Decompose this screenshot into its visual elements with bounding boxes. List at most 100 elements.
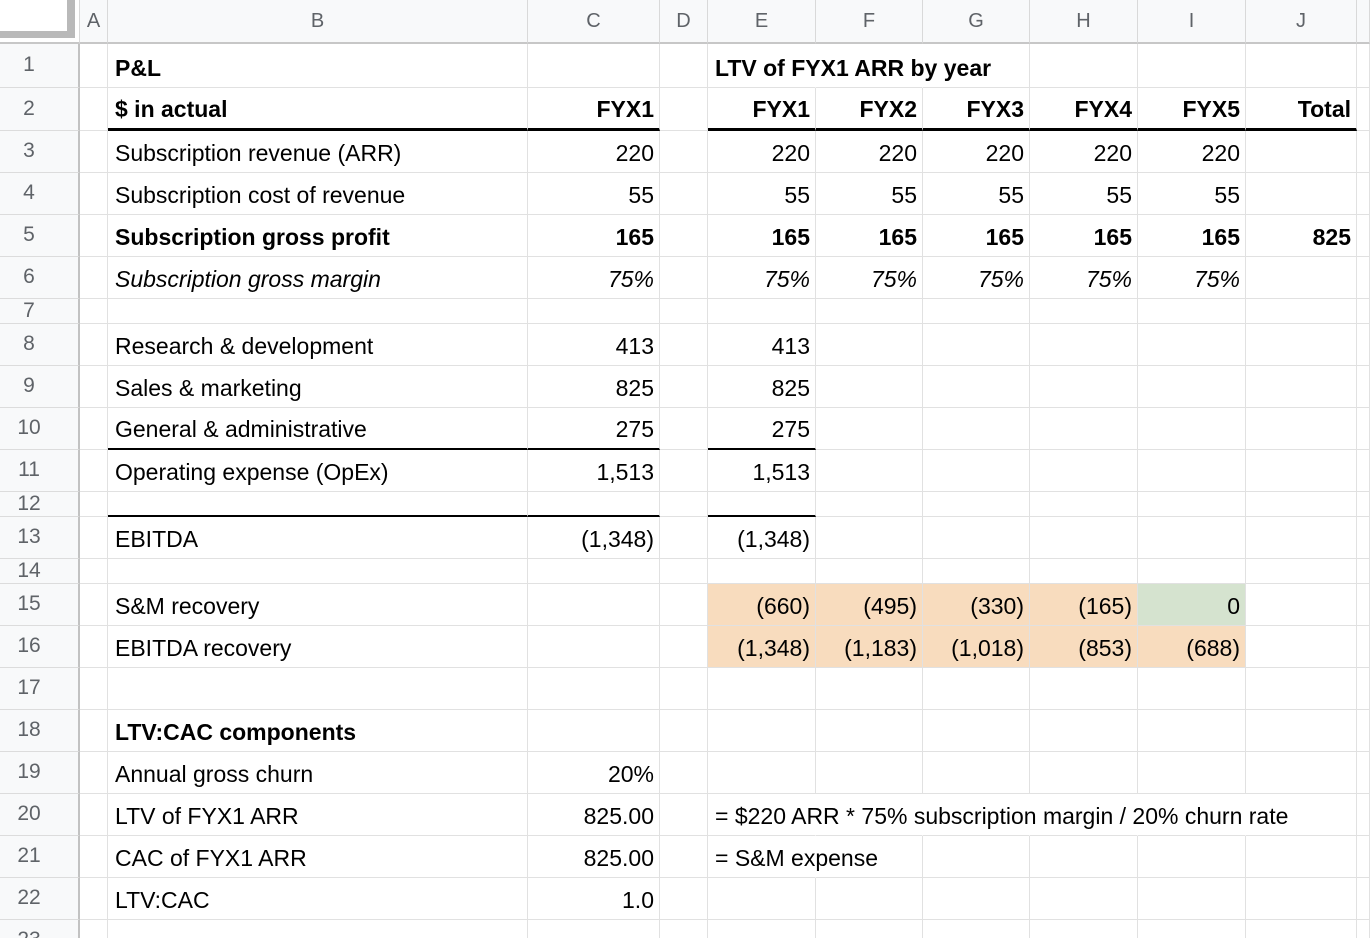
cell-D9[interactable] — [660, 366, 708, 408]
cell-C12[interactable] — [528, 492, 660, 517]
cell-I4[interactable]: 55 — [1138, 173, 1246, 215]
row-header-1[interactable]: 1 — [0, 44, 80, 88]
cell-J7[interactable] — [1246, 299, 1357, 324]
cell-C19[interactable]: 20% — [528, 752, 660, 794]
cell-B11[interactable]: Operating expense (OpEx) — [108, 450, 528, 492]
cell-E21[interactable]: = S&M expense — [708, 836, 878, 878]
cell-I9[interactable] — [1138, 366, 1246, 408]
cell-D19[interactable] — [660, 752, 708, 794]
cell-I20[interactable] — [1138, 794, 1246, 836]
row-header-15[interactable]: 15 — [0, 584, 80, 626]
cell-G9[interactable] — [923, 366, 1030, 408]
cell-J16[interactable] — [1246, 626, 1357, 668]
cell-J9[interactable] — [1246, 366, 1357, 408]
cell-D22[interactable] — [660, 878, 708, 920]
cell-G14[interactable] — [923, 559, 1030, 584]
cell-G7[interactable] — [923, 299, 1030, 324]
cell-K22[interactable] — [1357, 878, 1370, 920]
cell-E16[interactable]: (1,348) — [708, 626, 816, 668]
cell-F17[interactable] — [816, 668, 923, 710]
cell-H16[interactable]: (853) — [1030, 626, 1138, 668]
cell-J2[interactable]: Total — [1246, 88, 1357, 131]
cell-E23[interactable] — [708, 920, 816, 938]
cell-J22[interactable] — [1246, 878, 1357, 920]
cell-A20[interactable] — [80, 794, 108, 836]
cell-F11[interactable] — [816, 450, 923, 492]
cell-A8[interactable] — [80, 324, 108, 366]
cell-F7[interactable] — [816, 299, 923, 324]
cell-B10[interactable]: General & administrative — [108, 408, 528, 450]
row-header-10[interactable]: 10 — [0, 408, 80, 450]
row-header-7[interactable]: 7 — [0, 299, 80, 324]
cell-I21[interactable] — [1138, 836, 1246, 878]
cell-D5[interactable] — [660, 215, 708, 257]
row-header-6[interactable]: 6 — [0, 257, 80, 299]
cell-B2[interactable]: $ in actual — [108, 88, 528, 131]
cell-K9[interactable] — [1357, 366, 1370, 408]
cell-J15[interactable] — [1246, 584, 1357, 626]
cell-K3[interactable] — [1357, 131, 1370, 173]
cell-D3[interactable] — [660, 131, 708, 173]
cell-E15[interactable]: (660) — [708, 584, 816, 626]
cell-A5[interactable] — [80, 215, 108, 257]
cell-H22[interactable] — [1030, 878, 1138, 920]
cell-I17[interactable] — [1138, 668, 1246, 710]
cell-E9[interactable]: 825 — [708, 366, 816, 408]
cell-K12[interactable] — [1357, 492, 1370, 517]
cell-C7[interactable] — [528, 299, 660, 324]
cell-A10[interactable] — [80, 408, 108, 450]
cell-J12[interactable] — [1246, 492, 1357, 517]
cell-G8[interactable] — [923, 324, 1030, 366]
cell-C16[interactable] — [528, 626, 660, 668]
cell-H9[interactable] — [1030, 366, 1138, 408]
cell-B19[interactable]: Annual gross churn — [108, 752, 528, 794]
cell-J3[interactable] — [1246, 131, 1357, 173]
cell-J21[interactable] — [1246, 836, 1357, 878]
cell-G15[interactable]: (330) — [923, 584, 1030, 626]
cell-H3[interactable]: 220 — [1030, 131, 1138, 173]
cell-H23[interactable] — [1030, 920, 1138, 938]
cell-K20[interactable] — [1357, 794, 1370, 836]
cell-E13[interactable]: (1,348) — [708, 517, 816, 559]
cell-H2[interactable]: FYX4 — [1030, 88, 1138, 131]
cell-E10[interactable]: 275 — [708, 408, 816, 450]
cell-F8[interactable] — [816, 324, 923, 366]
cell-I15[interactable]: 0 — [1138, 584, 1246, 626]
cell-A17[interactable] — [80, 668, 108, 710]
cell-B21[interactable]: CAC of FYX1 ARR — [108, 836, 528, 878]
cell-H5[interactable]: 165 — [1030, 215, 1138, 257]
cell-J13[interactable] — [1246, 517, 1357, 559]
cell-I18[interactable] — [1138, 710, 1246, 752]
cell-K4[interactable] — [1357, 173, 1370, 215]
row-header-23[interactable]: 23 — [0, 920, 80, 938]
cell-C8[interactable]: 413 — [528, 324, 660, 366]
cell-K11[interactable] — [1357, 450, 1370, 492]
cell-A13[interactable] — [80, 517, 108, 559]
cell-D11[interactable] — [660, 450, 708, 492]
cell-B13[interactable]: EBITDA — [108, 517, 528, 559]
cell-H14[interactable] — [1030, 559, 1138, 584]
cell-F15[interactable]: (495) — [816, 584, 923, 626]
row-header-8[interactable]: 8 — [0, 324, 80, 366]
cell-C10[interactable]: 275 — [528, 408, 660, 450]
cell-C5[interactable]: 165 — [528, 215, 660, 257]
cell-K23[interactable] — [1357, 920, 1370, 938]
cell-I3[interactable]: 220 — [1138, 131, 1246, 173]
cell-G1[interactable] — [923, 44, 1030, 88]
cell-F23[interactable] — [816, 920, 923, 938]
cell-D8[interactable] — [660, 324, 708, 366]
cell-J10[interactable] — [1246, 408, 1357, 450]
cell-H20[interactable] — [1030, 794, 1138, 836]
cell-B15[interactable]: S&M recovery — [108, 584, 528, 626]
cell-I16[interactable]: (688) — [1138, 626, 1246, 668]
cell-H19[interactable] — [1030, 752, 1138, 794]
row-header-9[interactable]: 9 — [0, 366, 80, 408]
cell-G2[interactable]: FYX3 — [923, 88, 1030, 131]
cell-F21[interactable] — [816, 836, 923, 878]
column-header-F[interactable]: F — [816, 0, 923, 44]
cell-E14[interactable] — [708, 559, 816, 584]
cell-E20[interactable]: = $220 ARR * 75% subscription margin / 2… — [708, 794, 1288, 836]
cell-F10[interactable] — [816, 408, 923, 450]
cell-B23[interactable] — [108, 920, 528, 938]
cell-K13[interactable] — [1357, 517, 1370, 559]
